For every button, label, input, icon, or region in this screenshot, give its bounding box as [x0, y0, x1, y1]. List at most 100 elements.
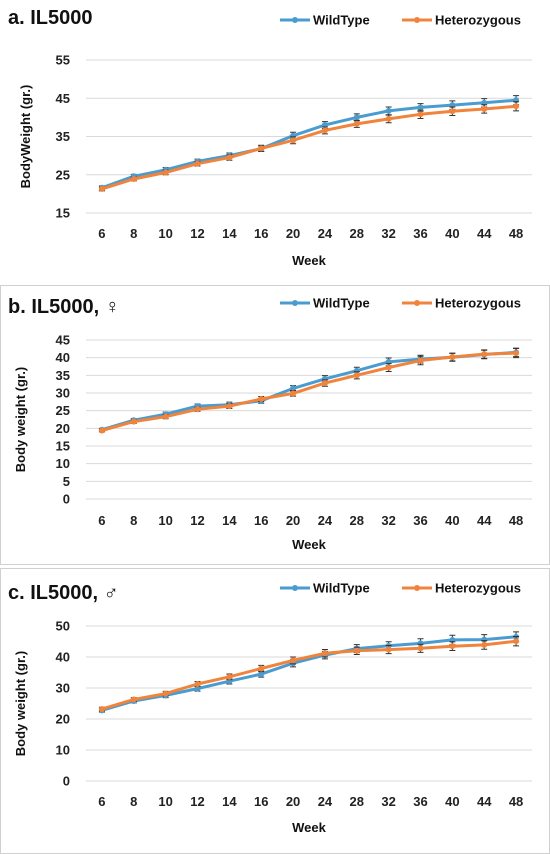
- x-tick-label: 20: [286, 513, 300, 528]
- data-point: [385, 364, 392, 371]
- data-point: [417, 104, 424, 111]
- x-tick-label: 44: [477, 513, 492, 528]
- data-point: [162, 690, 169, 697]
- data-point: [258, 396, 265, 403]
- x-tick-label: 6: [98, 226, 105, 241]
- y-axis-label: Body weight (gr.): [13, 367, 28, 472]
- data-point: [258, 671, 265, 678]
- x-axis-label: Week: [292, 537, 326, 552]
- y-tick-label: 40: [56, 350, 70, 365]
- series-heterozygous: [98, 347, 520, 434]
- panel-border: [0, 285, 550, 565]
- legend-item-wildtype: WildType: [280, 13, 370, 28]
- series-line: [101, 635, 517, 712]
- data-point: [290, 137, 297, 144]
- chart-svg: a. IL5000 15 25 35 45 55 6 8 10 12 14 16 20 24 28 32 36 4…: [8, 7, 532, 268]
- data-point: [417, 640, 424, 647]
- data-point: [385, 646, 392, 653]
- legend-label: WildType: [313, 581, 370, 596]
- data-point: [385, 107, 392, 114]
- data-point: [226, 403, 233, 410]
- data-point: [481, 636, 488, 643]
- data-point: [481, 641, 488, 648]
- x-tick-label: 48: [509, 226, 523, 241]
- y-tick-label: 20: [56, 421, 70, 436]
- data-point: [353, 647, 360, 654]
- data-point: [194, 406, 201, 413]
- x-tick-label: 8: [130, 226, 137, 241]
- x-tick-label: 14: [222, 513, 237, 528]
- y-tick-label: 35: [56, 129, 70, 144]
- x-tick-label: 12: [190, 226, 204, 241]
- x-tick-label: 32: [381, 226, 395, 241]
- x-tick-label: 40: [445, 226, 459, 241]
- x-tick-label: 24: [318, 513, 333, 528]
- chart-panel-c: c. IL5000, ♂ 0 10 20 30 40 50 6 8 10 12 14 16 20 24 28 3…: [0, 568, 550, 854]
- y-tick-label: 10: [56, 743, 70, 758]
- y-tick-label: 0: [63, 774, 70, 789]
- y-tick-label: 25: [56, 403, 70, 418]
- data-point: [353, 372, 360, 379]
- x-tick-label: 12: [190, 794, 204, 809]
- data-point: [513, 350, 520, 357]
- data-point: [194, 680, 201, 687]
- legend-marker: [414, 300, 420, 306]
- x-tick-label: 16: [254, 513, 268, 528]
- y-tick-label: 45: [56, 91, 70, 106]
- y-tick-label: 10: [56, 456, 70, 471]
- x-tick-label: 36: [413, 226, 427, 241]
- data-point: [258, 145, 265, 152]
- legend-marker: [414, 17, 420, 23]
- x-tick-label: 20: [286, 226, 300, 241]
- data-point: [162, 169, 169, 176]
- x-tick-label: 6: [98, 794, 105, 809]
- chart-svg: c. IL5000, ♂ 0 10 20 30 40 50 6 8 10 12 14 16 20 24 28 3…: [0, 568, 550, 854]
- data-point: [513, 103, 520, 110]
- legend-marker: [292, 17, 298, 23]
- x-tick-label: 32: [381, 513, 395, 528]
- x-tick-label: 32: [381, 794, 395, 809]
- y-tick-label: 5: [63, 474, 70, 489]
- data-point: [481, 351, 488, 358]
- data-point: [98, 185, 105, 192]
- data-point: [449, 353, 456, 360]
- data-point: [130, 418, 137, 425]
- legend-marker: [414, 585, 420, 591]
- x-tick-label: 28: [350, 513, 364, 528]
- data-point: [98, 427, 105, 434]
- series-wildtype: [98, 347, 520, 433]
- data-point: [417, 357, 424, 364]
- y-tick-label: 15: [56, 439, 70, 454]
- data-point: [226, 673, 233, 680]
- x-tick-label: 8: [130, 794, 137, 809]
- y-tick-label: 55: [56, 53, 70, 68]
- x-tick-label: 44: [477, 794, 492, 809]
- x-tick-label: 24: [318, 226, 333, 241]
- x-tick-label: 44: [477, 226, 492, 241]
- x-tick-label: 48: [509, 794, 523, 809]
- data-point: [385, 115, 392, 122]
- data-point: [98, 706, 105, 713]
- y-axis-label: BodyWeight (gr.): [18, 85, 33, 189]
- x-tick-label: 28: [350, 794, 364, 809]
- data-point: [481, 105, 488, 112]
- x-tick-label: 36: [413, 513, 427, 528]
- data-point: [321, 127, 328, 134]
- data-point: [321, 650, 328, 657]
- x-tick-label: 48: [509, 513, 523, 528]
- x-tick-label: 16: [254, 226, 268, 241]
- x-tick-label: 36: [413, 794, 427, 809]
- x-tick-label: 8: [130, 513, 137, 528]
- series-line: [101, 98, 517, 190]
- y-tick-label: 40: [56, 650, 70, 665]
- y-tick-label: 50: [56, 619, 70, 634]
- y-tick-label: 25: [56, 167, 70, 182]
- data-point: [513, 638, 520, 645]
- data-point: [194, 685, 201, 692]
- x-tick-label: 40: [445, 513, 459, 528]
- series-line: [101, 104, 517, 191]
- legend-item-wildtype: WildType: [280, 296, 370, 311]
- legend-label: WildType: [313, 13, 370, 28]
- y-tick-label: 0: [63, 492, 70, 507]
- series-heterozygous: [98, 636, 520, 713]
